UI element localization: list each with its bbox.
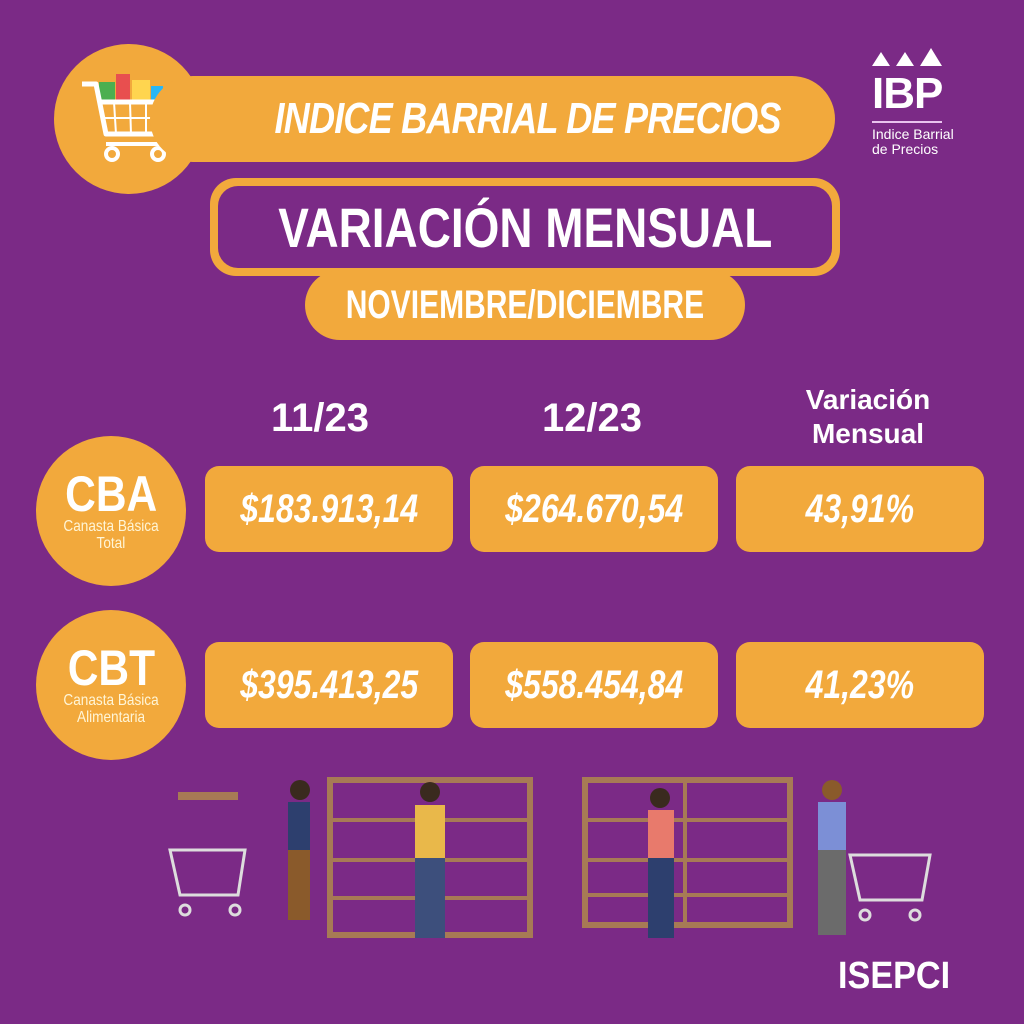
cell-cbt-variation: 41,23% <box>736 642 984 728</box>
column-header-variation: Variación Mensual <box>758 383 978 451</box>
person-icon <box>648 788 674 938</box>
row-desc-2: Alimentaria <box>76 709 146 726</box>
cell-cba-nov: $183.913,14 <box>205 466 453 552</box>
cell-cbt-nov: $395.413,25 <box>205 642 453 728</box>
column-header-dec: 12/23 <box>541 396 643 440</box>
row-desc-2: Total <box>96 535 126 552</box>
page-title: INDICE BARRIAL DE PRECIOS <box>274 94 781 143</box>
subtitle-box: VARIACIÓN MENSUAL <box>210 178 840 276</box>
shelf-icon <box>582 777 793 928</box>
row-code: CBT <box>67 640 155 696</box>
logo-divider <box>872 121 942 123</box>
triangles-icon <box>872 48 942 66</box>
title-banner: INDICE BARRIAL DE PRECIOS <box>150 76 835 162</box>
column-header-nov: 11/23 <box>271 396 369 440</box>
ibp-logo: IBP Indice Barrial de Precios <box>872 46 992 157</box>
person-icon <box>288 780 310 920</box>
cell-cba-variation: 43,91% <box>736 466 984 552</box>
row-desc-1: Canasta Básica <box>63 518 159 535</box>
cell-cba-dec: $264.670,54 <box>470 466 718 552</box>
row-desc-1: Canasta Básica <box>63 692 159 709</box>
person-icon <box>415 782 445 938</box>
shoppers-illustration <box>168 777 932 938</box>
logo-mark: IBP <box>872 69 943 118</box>
cart-icon <box>848 853 932 922</box>
cell-cbt-dec: $558.454,84 <box>470 642 718 728</box>
period-label: NOVIEMBRE/DICIEMBRE <box>345 282 705 327</box>
period-pill: NOVIEMBRE/DICIEMBRE <box>305 270 745 340</box>
row-label-cba: CBA Canasta Básica Total <box>36 436 186 586</box>
isepci-logo: ISEPCI <box>838 955 951 997</box>
row-label-cbt: CBT Canasta Básica Alimentaria <box>36 610 186 760</box>
variation-line-2: Mensual <box>811 418 925 449</box>
person-icon <box>818 780 846 935</box>
cart-icon <box>168 848 247 917</box>
row-code: CBA <box>64 466 158 522</box>
logo-text-2: de Precios <box>872 141 939 157</box>
subtitle: VARIACIÓN MENSUAL <box>277 195 773 259</box>
variation-line-1: Variación <box>805 384 931 415</box>
logo-text-1: Indice Barrial <box>872 126 954 142</box>
